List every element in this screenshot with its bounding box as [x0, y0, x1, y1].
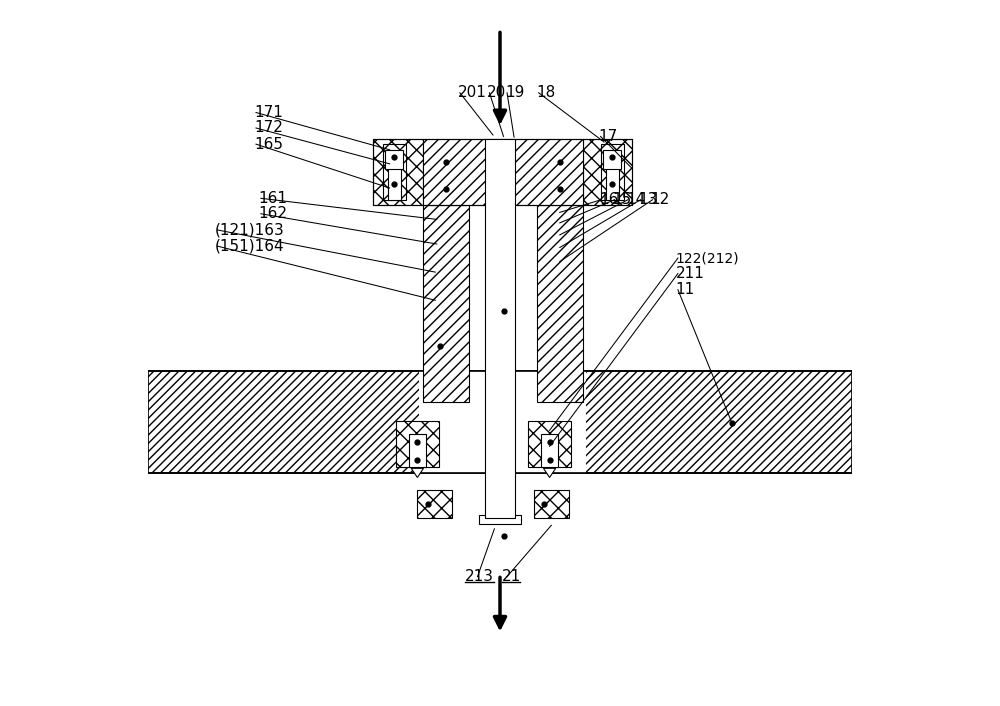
- Text: 122(212): 122(212): [676, 251, 739, 265]
- Bar: [417, 490, 452, 518]
- Text: 165: 165: [254, 137, 283, 152]
- Text: 172: 172: [254, 121, 283, 136]
- Text: 16: 16: [599, 192, 619, 207]
- Bar: [423, 138, 583, 205]
- Bar: [385, 150, 403, 169]
- Text: 162: 162: [259, 206, 288, 221]
- Bar: [373, 138, 423, 205]
- Text: 12: 12: [650, 192, 670, 207]
- Polygon shape: [411, 468, 424, 477]
- Bar: [409, 434, 426, 467]
- Bar: [373, 138, 632, 205]
- Text: 20: 20: [487, 85, 507, 100]
- Text: 17: 17: [598, 129, 618, 144]
- Bar: [601, 144, 624, 201]
- Text: (121)163: (121)163: [215, 222, 285, 237]
- Bar: [606, 161, 619, 201]
- Bar: [528, 421, 571, 467]
- Text: (151)164: (151)164: [215, 239, 285, 253]
- Text: 14: 14: [626, 192, 645, 207]
- Bar: [603, 150, 621, 169]
- Polygon shape: [543, 468, 556, 477]
- Bar: [388, 161, 401, 201]
- Bar: [383, 144, 406, 201]
- Bar: [534, 490, 569, 518]
- Bar: [541, 434, 558, 467]
- Text: 211: 211: [676, 266, 705, 281]
- Text: 201: 201: [458, 85, 487, 100]
- Text: 18: 18: [537, 85, 556, 100]
- Bar: [423, 205, 469, 402]
- Bar: [485, 138, 515, 518]
- Bar: [537, 205, 583, 402]
- Bar: [148, 371, 852, 472]
- Bar: [396, 421, 439, 467]
- Text: 161: 161: [259, 191, 288, 205]
- Bar: [583, 138, 632, 205]
- Text: 213: 213: [465, 569, 494, 584]
- Text: 171: 171: [254, 105, 283, 120]
- Text: 11: 11: [676, 282, 695, 297]
- Bar: [419, 371, 586, 472]
- Text: 15: 15: [613, 192, 632, 207]
- Bar: [479, 515, 521, 524]
- Text: 21: 21: [502, 569, 521, 584]
- Text: 13: 13: [639, 192, 658, 207]
- Text: 19: 19: [505, 85, 524, 100]
